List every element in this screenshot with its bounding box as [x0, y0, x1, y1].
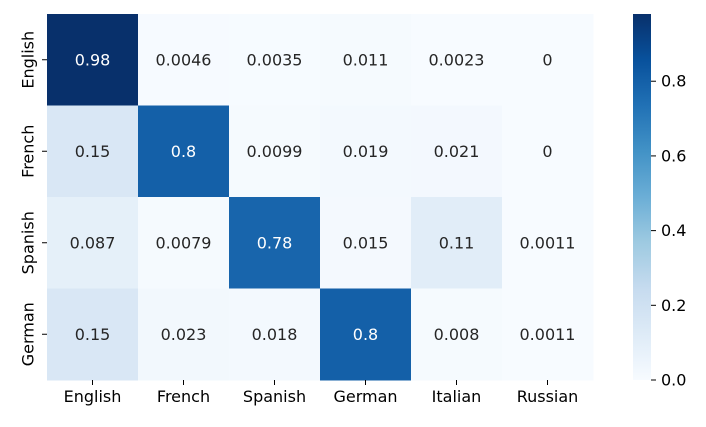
cell-value-label: 0 — [542, 50, 552, 69]
x-tick-label: English — [64, 387, 122, 406]
colorbar-tick-label: 0.2 — [661, 296, 686, 315]
cell-german-russian — [502, 288, 594, 381]
cell-value-label: 0 — [542, 142, 552, 161]
cell-value-label: 0.019 — [343, 142, 389, 161]
y-axis: English French Spanish German — [19, 31, 47, 366]
x-tick-label: German — [333, 387, 397, 406]
cell-value-label: 0.0023 — [429, 50, 485, 69]
x-tick-label: Spanish — [243, 387, 306, 406]
cell-value-label: 0.015 — [343, 233, 389, 252]
y-tick-label: French — [19, 125, 38, 178]
cell-french-english — [47, 105, 139, 198]
colorbar-tick-label: 0.4 — [661, 221, 686, 240]
cell-french-german — [320, 105, 412, 198]
x-tick-label: Russian — [517, 387, 579, 406]
cell-spanish-english — [47, 197, 139, 289]
cell-german-german — [320, 288, 412, 381]
cell-value-label: 0.11 — [439, 233, 475, 252]
y-tick-label: Spanish — [19, 211, 38, 274]
cell-value-label: 0.8 — [353, 325, 378, 344]
cell-value-label: 0.0011 — [520, 325, 576, 344]
colorbar-tick-label: 0.8 — [661, 72, 686, 91]
cell-value-label: 0.0011 — [520, 233, 576, 252]
cell-value-label: 0.008 — [434, 325, 480, 344]
cell-english-italian — [411, 14, 503, 106]
cell-german-english — [47, 288, 139, 381]
cell-french-russian — [502, 105, 594, 198]
cell-english-spanish — [229, 14, 321, 106]
cell-german-spanish — [229, 288, 321, 381]
x-axis: English French Spanish German Italian Russian — [64, 380, 579, 406]
cell-spanish-german — [320, 197, 412, 289]
cell-french-italian — [411, 105, 503, 198]
cell-value-label: 0.0046 — [156, 50, 212, 69]
y-tick-label: English — [19, 31, 38, 89]
cell-value-label: 0.15 — [75, 325, 111, 344]
cell-value-label: 0.021 — [434, 142, 480, 161]
cell-french-spanish — [229, 105, 321, 198]
y-tick-label: German — [19, 302, 38, 366]
x-tick-label: French — [157, 387, 210, 406]
cell-english-english — [47, 14, 139, 106]
colorbar: 0.0 0.2 0.4 0.6 0.8 — [633, 14, 686, 390]
cell-spanish-russian — [502, 197, 594, 289]
cell-english-german — [320, 14, 412, 106]
cell-german-italian — [411, 288, 503, 381]
cell-value-label: 0.0035 — [247, 50, 303, 69]
cell-value-label: 0.8 — [171, 142, 196, 161]
cell-value-label: 0.011 — [343, 50, 389, 69]
colorbar-tick-label: 0.0 — [661, 371, 686, 390]
cell-english-russian — [502, 14, 594, 106]
cell-spanish-italian — [411, 197, 503, 289]
heatmap-cells: 0.98 0.0046 0.0035 0.011 0.0023 0 0.15 0.8 0.009… — [47, 14, 594, 381]
x-tick-label: Italian — [432, 387, 482, 406]
cell-value-label: 0.98 — [75, 50, 111, 69]
cell-spanish-spanish — [229, 197, 321, 289]
cell-german-french — [138, 288, 230, 381]
cell-value-label: 0.0079 — [156, 233, 212, 252]
cell-value-label: 0.018 — [252, 325, 298, 344]
colorbar-tick-label: 0.6 — [661, 146, 686, 165]
cell-spanish-french — [138, 197, 230, 289]
colorbar-gradient — [633, 14, 651, 380]
cell-value-label: 0.78 — [257, 233, 293, 252]
cell-value-label: 0.023 — [161, 325, 207, 344]
cell-french-french — [138, 105, 230, 198]
cell-value-label: 0.0099 — [247, 142, 303, 161]
cell-value-label: 0.087 — [70, 233, 116, 252]
cell-value-label: 0.15 — [75, 142, 111, 161]
cell-english-french — [138, 14, 230, 106]
